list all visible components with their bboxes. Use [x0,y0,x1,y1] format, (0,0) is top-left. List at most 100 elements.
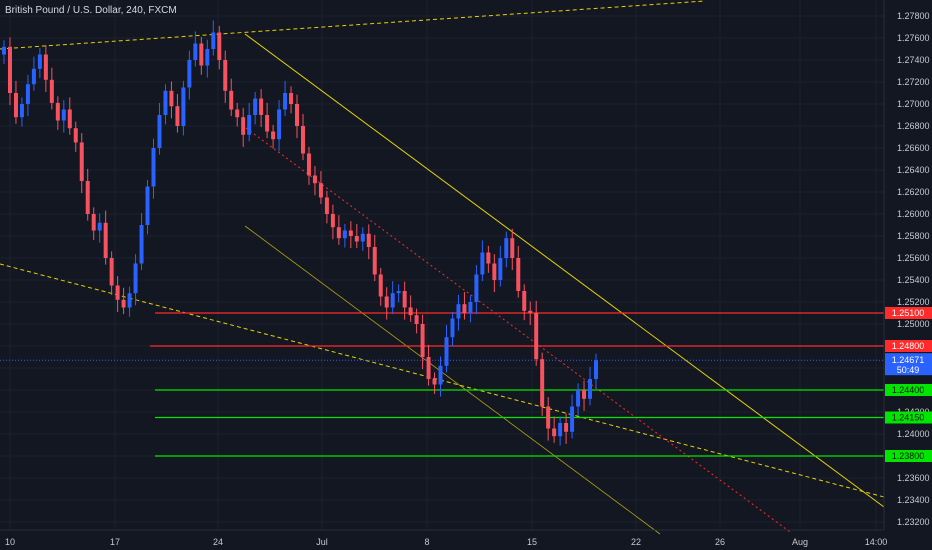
candle-body [127,293,132,308]
candle-body [468,302,473,313]
y-tick-label: 1.26400 [897,165,930,175]
level-badge [885,450,932,462]
candle-body [336,227,341,239]
candle-body [588,379,593,399]
candle-body [217,32,222,60]
candle-body [259,98,264,115]
x-tick-label: Jul [316,537,328,547]
candle-body [241,117,246,135]
candle-body [462,304,467,313]
candle-body [384,296,389,308]
x-tick-label: 8 [424,537,429,547]
candle-body [247,115,252,135]
candle-body [306,153,311,176]
candle-body [73,128,78,143]
candles [2,20,598,446]
candle-body [510,238,515,258]
y-tick-label: 1.26800 [897,121,930,131]
candle-body [277,109,282,140]
x-tick-label: 24 [213,537,223,547]
candle-body [85,181,90,214]
x-tick-label: 26 [715,537,725,547]
candle-body [576,390,581,407]
candle-body [79,142,84,181]
candle-body [480,252,485,275]
candle-body [67,109,72,129]
level-badge-label: 1.23800 [892,451,925,461]
candle-body [570,406,575,432]
candle-body [97,222,102,231]
candle-body [205,49,210,66]
candle-body [312,175,317,184]
candle-body [432,379,437,385]
candle-body [163,90,168,115]
candle-body [55,102,60,121]
time-axis[interactable]: 10 17 24 Jul 8 15 22 26 Aug 14:00 [0,529,888,547]
candle-body [175,106,180,126]
candle-body [103,222,108,258]
y-tick-label: 1.24000 [897,429,930,439]
candle-body [492,263,497,280]
candle-body [31,68,36,85]
y-tick-label: 1.27800 [897,11,930,21]
y-tick-label: 1.27200 [897,77,930,87]
candle-body [324,197,329,214]
candle-body [229,90,234,110]
candle-body [121,299,126,308]
level-badge [885,411,932,424]
candle-body [91,214,96,231]
y-tick-label: 1.26000 [897,209,930,219]
candle-body [37,54,42,69]
candle-body [372,247,377,275]
chart-title: British Pound / U.S. Dollar, 240, FXCM [5,5,177,16]
candle-body [151,148,156,187]
y-tick-label: 1.25400 [897,275,930,285]
y-tick-label: 1.25600 [897,253,930,263]
level-badge [885,307,932,319]
candle-body [486,252,491,264]
candle-body [450,318,455,338]
x-tick-label: 14:00 [865,537,888,547]
y-tick-label: 1.27600 [897,33,930,43]
candle-body [283,93,288,110]
y-tick-label: 1.23400 [897,495,930,505]
level-badge [885,340,932,352]
countdown-label: 50:49 [897,365,920,375]
candle-body [318,183,323,198]
candle-body [396,291,401,294]
candle-body [109,258,114,286]
candle-body [546,406,551,429]
candle-body [157,115,162,148]
candle-body [456,304,461,319]
y-tick-label: 1.27400 [897,55,930,65]
candle-body [558,423,563,437]
candle-body [271,131,276,140]
candle-body [223,60,228,91]
candle-body [300,126,305,154]
candle-body [181,87,186,126]
candle-body [199,43,204,66]
candle-body [378,274,383,297]
y-tick-label: 1.26600 [897,143,930,153]
candle-body [43,54,48,80]
candle-body [253,98,258,115]
x-tick-label: 22 [631,537,641,547]
candle-body [133,263,138,294]
current-price-label: 1.24671 [892,355,925,365]
y-tick-label: 1.26200 [897,187,930,197]
candle-body [426,357,431,379]
candle-body [187,60,192,88]
candle-body [2,46,6,55]
candle-body [444,337,449,366]
level-badge-label: 1.24400 [892,385,925,395]
horizontal-levels [0,312,884,457]
y-tick-label: 1.25800 [897,231,930,241]
candle-body [13,93,18,118]
candle-body [564,423,569,432]
candle-body [594,360,598,379]
candle-body [552,428,557,437]
level-badge [885,384,932,396]
level-badge-label: 1.24800 [892,341,925,351]
